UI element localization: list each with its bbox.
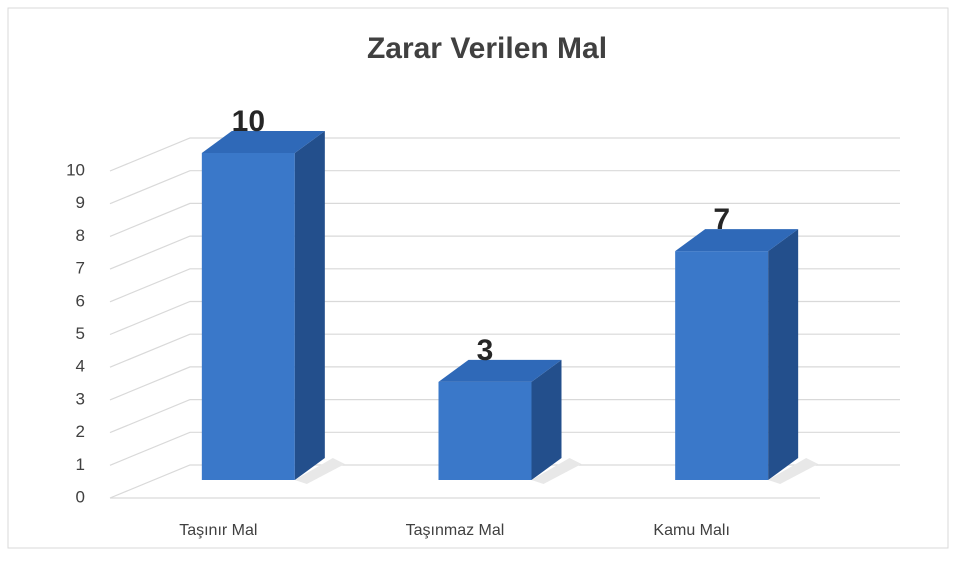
x-tick-label: Kamu Malı (653, 522, 729, 539)
bar-side (768, 229, 799, 480)
bar (201, 131, 345, 484)
bar-top (675, 229, 799, 252)
y-tick-label: 10 (66, 160, 85, 179)
grid-line (109, 170, 900, 205)
data-label: 3 (477, 334, 494, 367)
chart-title: Zarar Verilen Mal (367, 32, 607, 65)
bar (675, 229, 819, 484)
grid-line (109, 464, 900, 499)
x-tick-label: Taşınmaz Mal (406, 522, 505, 539)
bar (438, 359, 582, 484)
bar-front (201, 153, 295, 480)
bar-top (201, 131, 325, 153)
y-tick-label: 2 (76, 422, 85, 441)
bar-top (438, 359, 562, 382)
grid-line (109, 235, 900, 270)
bar-shadow (768, 458, 819, 484)
bar-side (531, 359, 562, 480)
grid-line (109, 366, 900, 401)
y-tick-label: 0 (76, 487, 85, 506)
bar-side (294, 131, 325, 480)
y-tick-label: 9 (76, 193, 85, 212)
grid-line (109, 268, 900, 303)
bar-shadow (294, 458, 345, 484)
y-tick-label: 3 (76, 389, 85, 408)
y-tick-label: 6 (76, 291, 85, 310)
y-tick-label: 5 (76, 324, 85, 343)
y-tick-label: 4 (76, 357, 85, 376)
y-tick-label: 8 (76, 226, 85, 245)
bar-shadow (531, 458, 582, 484)
grid-line (109, 202, 900, 237)
y-tick-label: 1 (76, 455, 85, 474)
bar-front (675, 251, 769, 480)
data-label: 10 (232, 105, 265, 138)
grid-line (109, 137, 900, 172)
grid-line (109, 431, 900, 466)
grid-line (109, 300, 900, 336)
grid-line (109, 399, 900, 434)
grid-line (109, 333, 900, 368)
y-tick-label: 7 (76, 259, 85, 278)
bar-front (438, 381, 532, 480)
x-tick-label: Taşınır Mal (179, 522, 257, 539)
data-label: 7 (713, 203, 730, 236)
